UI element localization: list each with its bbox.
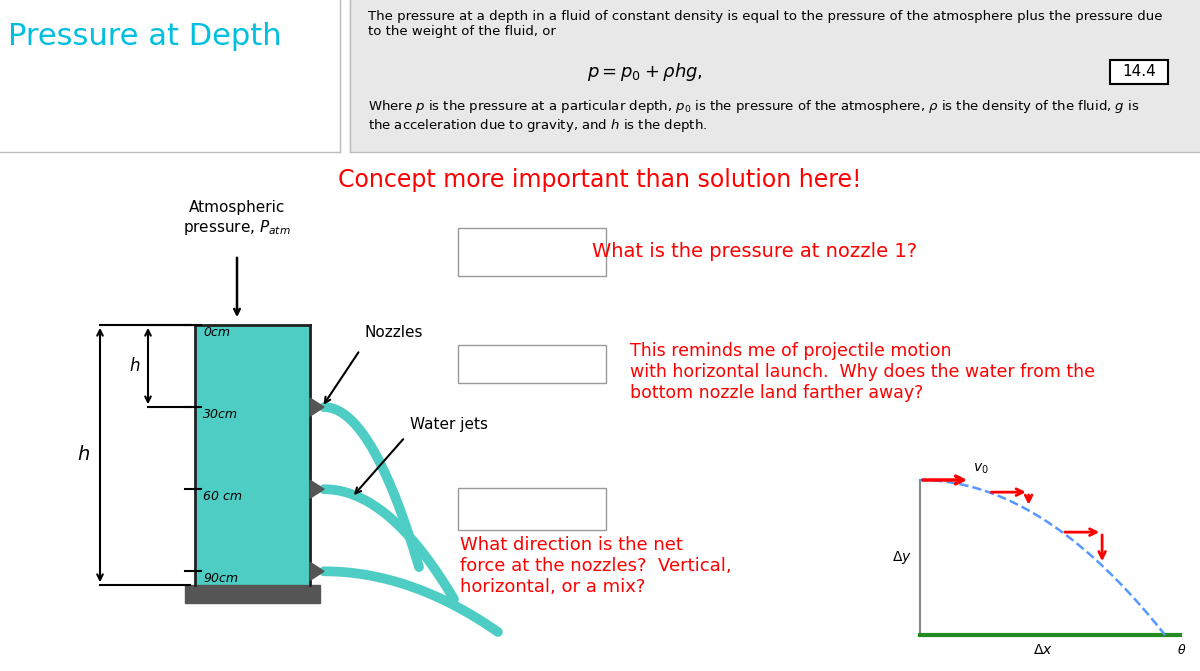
Text: Atmospheric
pressure, $P_{atm}$: Atmospheric pressure, $P_{atm}$ [184,200,290,237]
Text: $\theta$: $\theta$ [1177,643,1187,657]
Text: $\Delta y$: $\Delta y$ [892,549,912,566]
Text: Water jets: Water jets [410,417,488,432]
Bar [194,325,310,585]
Text: Nozzles: Nozzles [365,325,424,340]
Bar [458,228,606,276]
Text: 60 cm: 60 cm [203,491,242,503]
Text: Concept more important than solution here!: Concept more important than solution her… [338,168,862,192]
Bar [0,152,1200,671]
Text: The pressure at a depth in a fluid of constant density is equal to the pressure : The pressure at a depth in a fluid of co… [368,10,1163,38]
Text: $\Delta x$: $\Delta x$ [1032,643,1052,657]
Text: $h$: $h$ [77,446,90,464]
Text: What direction is the net
force at the nozzles?  Vertical,
horizontal, or a mix?: What direction is the net force at the n… [460,536,732,596]
Polygon shape [310,480,324,498]
Text: What is the pressure at nozzle 1?: What is the pressure at nozzle 1? [593,242,918,261]
Text: This reminds me of projectile motion
with horizontal launch.  Why does the water: This reminds me of projectile motion wit… [630,342,1096,402]
Text: Pressure at Depth: Pressure at Depth [8,22,282,51]
Text: $v_0$: $v_0$ [973,462,989,476]
Text: Where $p$ is the pressure at a particular depth, $p_0$ is the pressure of the at: Where $p$ is the pressure at a particula… [368,98,1140,134]
Polygon shape [310,398,324,416]
Text: 0cm: 0cm [203,326,230,339]
Bar [458,345,606,383]
Bar [1110,60,1168,84]
Bar [458,488,606,530]
Text: $p = p_0 + \rho hg,$: $p = p_0 + \rho hg,$ [587,61,703,83]
Text: 90cm: 90cm [203,572,238,585]
Text: $h$: $h$ [128,357,140,375]
Bar [350,0,1200,152]
Polygon shape [310,562,324,580]
Text: 14.4: 14.4 [1122,64,1156,79]
Bar [185,585,320,603]
Text: 30cm: 30cm [203,408,238,421]
